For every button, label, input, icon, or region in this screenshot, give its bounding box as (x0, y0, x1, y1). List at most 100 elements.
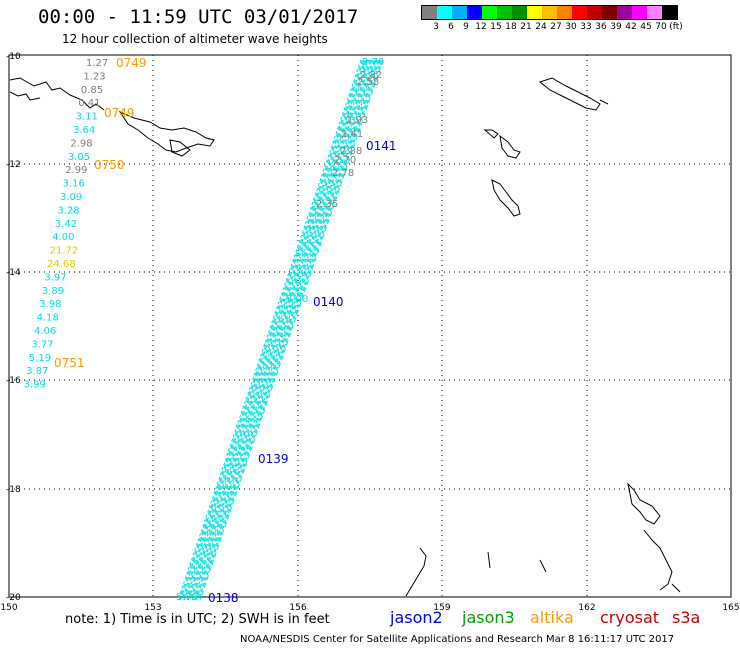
lat-label: -10 (6, 52, 21, 62)
track-value: 5.79 (176, 592, 198, 603)
coastline-new-guinea (9, 77, 105, 111)
track-value: 2.70 (334, 155, 356, 166)
track-value: 24.68 (47, 259, 76, 270)
lon-label: 162 (578, 603, 595, 613)
satellite-s3a: s3a (672, 608, 701, 627)
track-value: 2.99 (65, 165, 87, 176)
legend-swatch (527, 6, 542, 19)
color-legend: 3 6 9 12 15 18 21 24 27 30 33 36 39 42 45 70 (ft) (421, 5, 683, 32)
legend-swatch (467, 6, 482, 19)
legend-label: 42 (625, 22, 637, 32)
track-stripe (191, 59, 376, 601)
lon-label: 153 (144, 603, 161, 613)
track-value: 2.70 (362, 57, 384, 68)
track-value: 4.06 (34, 326, 56, 337)
legend-swatch (647, 6, 662, 19)
legend-swatch (557, 6, 572, 19)
track-value: 0.41 (78, 98, 100, 109)
satellite-jason2: jason2 (390, 608, 443, 627)
track-stripe (181, 59, 366, 601)
orbit-label: 0751 (54, 356, 85, 370)
track-value: 3.05 (68, 152, 90, 163)
lat-label: -20 (6, 593, 21, 603)
track-value: 2.82 (360, 70, 382, 81)
track-value: 2.41 (341, 129, 363, 140)
legend-label: 33 (580, 22, 592, 32)
track-value: 1.23 (83, 71, 105, 82)
track-value: 3.87 (26, 366, 48, 377)
track-stripe (185, 59, 370, 601)
coastline-islet (483, 129, 499, 139)
track-value: 3.97 (44, 272, 66, 283)
legend-label: 15 (490, 22, 502, 32)
coastline-rennell (499, 134, 521, 159)
track-value: 2.78 (332, 168, 354, 179)
track-stripe (195, 59, 380, 601)
track-value: 3.09 (60, 192, 82, 203)
legend-label: 12 (475, 22, 487, 32)
track-value: 3.98 (39, 299, 61, 310)
orbit-label: 0138 (208, 591, 239, 605)
track-value: 0.85 (81, 85, 103, 96)
coastline-new-guinea-south (9, 91, 41, 101)
legend-label: 70 (655, 22, 667, 32)
longitude-labels: 150 153 156 159 162 165 (0, 603, 739, 613)
right-track-values: 2.702.822.582.932.412.882.702.782.353.00… (176, 57, 384, 603)
legend-swatch (482, 6, 497, 19)
legend-swatches (421, 5, 678, 20)
track-stripe (184, 59, 368, 601)
track-value: 3.99 (24, 380, 46, 391)
lat-label: -14 (6, 268, 21, 278)
legend-label: 9 (463, 22, 469, 32)
page-subtitle: 12 hour collection of altimeter wave hei… (62, 32, 328, 46)
legend-swatch (632, 6, 647, 19)
lon-label: 156 (289, 603, 306, 613)
track-value: 3.28 (57, 205, 79, 216)
legend-swatch (452, 6, 467, 19)
track-stripe (180, 59, 365, 601)
legend-label: 30 (565, 22, 577, 32)
legend-label: (ft) (669, 22, 683, 32)
coastline-islet (169, 139, 191, 157)
lon-label: 165 (722, 603, 739, 613)
legend-swatch (437, 6, 452, 19)
track-value: 3.16 (63, 179, 85, 190)
track-value: 2.58 (357, 77, 379, 88)
coastline-reef (491, 179, 521, 217)
track-stripe (198, 59, 383, 601)
orbit-label: 0749 (104, 106, 135, 120)
track-stripe (199, 59, 384, 601)
grid-lines (9, 55, 731, 597)
coastline-islet (539, 559, 547, 573)
legend-swatch (497, 6, 512, 19)
lon-label: 159 (433, 603, 450, 613)
lat-label: -12 (6, 160, 21, 170)
track-stripe (189, 59, 374, 601)
track-value: 2.93 (346, 115, 368, 126)
lon-label: 150 (0, 603, 17, 613)
coastline-islet (487, 551, 491, 569)
track-stripe (194, 59, 379, 601)
legend-swatch (617, 6, 632, 19)
satellite-cryosat: cryosat (600, 608, 660, 627)
coastline-chesterfield (405, 547, 427, 597)
track-stripe (186, 59, 371, 601)
legend-label: 3 (433, 22, 439, 32)
track-stripe (193, 59, 378, 601)
latitude-labels: -10 -12 -14 -16 -18 -20 (6, 52, 21, 603)
coastline-islet (671, 583, 681, 593)
page-title: 00:00 - 11:59 UTC 03/01/2017 (38, 6, 359, 28)
track-stripe (177, 59, 362, 601)
orbit-label: 0139 (258, 452, 289, 466)
track-value: 2.98 (70, 138, 92, 149)
legend-label: 39 (610, 22, 622, 32)
track-stripe (190, 59, 375, 601)
track-stripe (197, 59, 381, 601)
legend-swatch (422, 6, 437, 19)
track-value: 3.77 (31, 339, 53, 350)
track-stripe (178, 59, 363, 601)
track-value: 5.19 (29, 353, 51, 364)
altimeter-ground-track (177, 59, 384, 601)
coastline-louisiade (118, 110, 215, 153)
